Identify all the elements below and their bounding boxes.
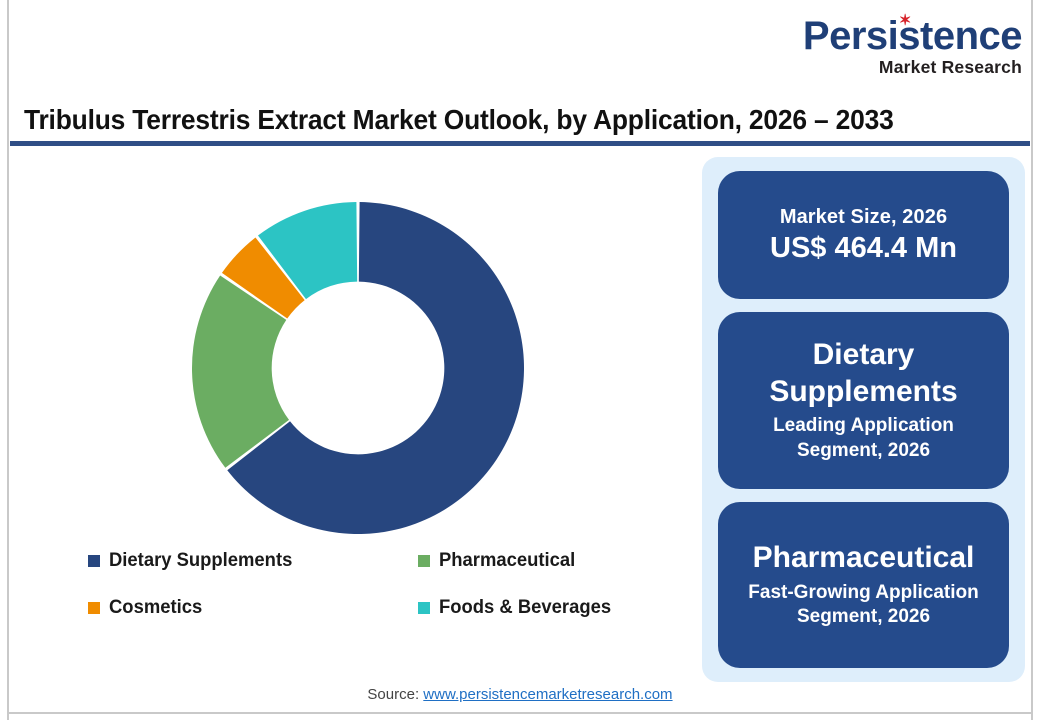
donut-slice-group — [191, 202, 525, 535]
fast-growing-segment-title: Pharmaceutical — [752, 541, 975, 575]
fast-growing-segment-subtitle-line1: Fast-Growing Application — [748, 581, 979, 603]
legend-swatch-icon — [88, 555, 100, 567]
market-size-label: Market Size, 2026 — [779, 205, 948, 228]
legend-item-cosmetics: Cosmetics — [88, 597, 418, 619]
brand-logo-tagline: Market Research — [878, 57, 1022, 77]
brand-logo-name: Persistence — [802, 14, 1023, 58]
leading-segment-subtitle-line1: Leading Application — [773, 415, 954, 437]
donut-chart — [0, 150, 690, 550]
highlights-panel: Market Size, 2026 US$ 464.4 Mn Dietary S… — [702, 157, 1025, 682]
source-url-link[interactable]: www.persistencemarketresearch.com — [423, 686, 673, 703]
frame-border-bottom — [7, 712, 1033, 714]
brand-logo: Persistence ✶ Market Research — [802, 12, 1023, 77]
donut-slice-pharmaceutical — [191, 275, 290, 468]
frame-border-right — [1031, 0, 1033, 720]
legend-label: Pharmaceutical — [439, 550, 576, 571]
leading-segment-title: Dietary Supplements — [769, 338, 958, 408]
title-divider — [10, 141, 1030, 146]
market-size-value: US$ 464.4 Mn — [770, 231, 957, 264]
donut-chart-svg — [191, 202, 525, 535]
asterisk-icon: ✶ — [898, 12, 912, 29]
market-size-card: Market Size, 2026 US$ 464.4 Mn — [718, 171, 1009, 299]
brand-logo-wordmark: Persistence ✶ — [802, 12, 1023, 58]
leading-segment-subtitle-line2: Segment, 2026 — [796, 440, 931, 462]
donut-slice-foods-beverages — [257, 202, 358, 300]
fast-growing-segment-subtitle-line2: Segment, 2026 — [796, 606, 931, 628]
donut-slice-dietary-supplements — [227, 202, 525, 535]
legend-item-dietary-supplements: Dietary Supplements — [88, 550, 418, 572]
donut-slice-cosmetics — [221, 237, 305, 319]
legend-label: Cosmetics — [109, 597, 203, 618]
legend-swatch-icon — [88, 602, 100, 614]
page-title: Tribulus Terrestris Extract Market Outlo… — [24, 104, 894, 135]
legend-item-pharmaceutical: Pharmaceutical — [418, 550, 698, 572]
frame-border-left — [7, 0, 9, 720]
legend-swatch-icon — [418, 555, 430, 567]
legend-label: Foods & Beverages — [439, 597, 612, 618]
source-prefix: Source: — [367, 686, 424, 703]
legend-label: Dietary Supplements — [109, 550, 293, 571]
legend-swatch-icon — [418, 602, 430, 614]
leading-segment-card: Dietary Supplements Leading Application … — [718, 312, 1009, 489]
fast-growing-segment-card: Pharmaceutical Fast-Growing Application … — [718, 502, 1009, 668]
legend-item-foods-beverages: Foods & Beverages — [418, 597, 698, 619]
source-line: Source: www.persistencemarketresearch.co… — [0, 686, 1040, 703]
chart-legend: Dietary Supplements Pharmaceutical Cosme… — [88, 550, 688, 619]
